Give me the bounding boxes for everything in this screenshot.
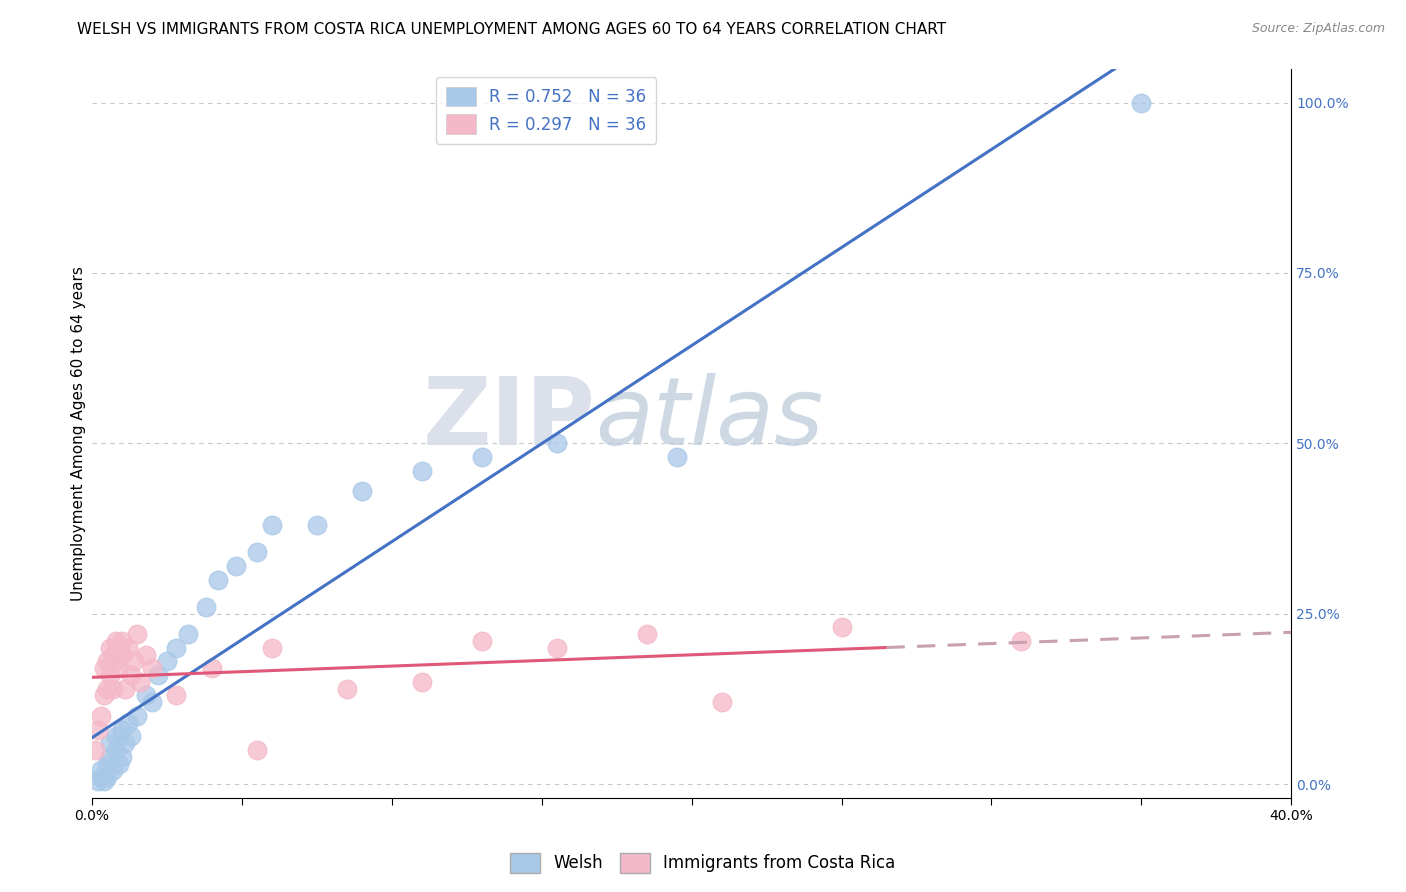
Point <box>260 640 283 655</box>
Y-axis label: Unemployment Among Ages 60 to 64 years: Unemployment Among Ages 60 to 64 years <box>72 266 86 600</box>
Point <box>101 764 124 778</box>
Point <box>165 689 187 703</box>
Point <box>120 668 142 682</box>
Point <box>90 770 112 784</box>
Point <box>146 668 169 682</box>
Point <box>125 627 148 641</box>
Point <box>114 736 136 750</box>
Point <box>107 756 129 771</box>
Point <box>260 518 283 533</box>
Point <box>636 627 658 641</box>
Point <box>665 450 688 464</box>
Point <box>546 436 568 450</box>
Point <box>111 634 134 648</box>
Point <box>350 483 373 498</box>
Point <box>141 695 163 709</box>
Point <box>93 661 115 675</box>
Point <box>98 640 121 655</box>
Point <box>141 661 163 675</box>
Point <box>194 599 217 614</box>
Point <box>201 661 224 675</box>
Point <box>96 681 118 696</box>
Point <box>207 573 229 587</box>
Point <box>83 743 105 757</box>
Point <box>128 674 150 689</box>
Legend: R = 0.752   N = 36, R = 0.297   N = 36: R = 0.752 N = 36, R = 0.297 N = 36 <box>436 77 657 144</box>
Point <box>125 709 148 723</box>
Point <box>107 661 129 675</box>
Point <box>111 648 134 662</box>
Point <box>104 634 127 648</box>
Point <box>1130 95 1153 110</box>
Point <box>710 695 733 709</box>
Point <box>90 764 112 778</box>
Point <box>104 729 127 743</box>
Point <box>114 681 136 696</box>
Point <box>246 545 269 559</box>
Point <box>336 681 359 696</box>
Text: atlas: atlas <box>596 373 824 464</box>
Point <box>96 756 118 771</box>
Point <box>246 743 269 757</box>
Point <box>225 559 247 574</box>
Point <box>111 749 134 764</box>
Point <box>831 620 853 634</box>
Point <box>117 640 139 655</box>
Point <box>411 464 433 478</box>
Point <box>98 668 121 682</box>
Point <box>120 729 142 743</box>
Point <box>156 654 179 668</box>
Point <box>305 518 328 533</box>
Point <box>111 723 134 737</box>
Point <box>104 654 127 668</box>
Point <box>177 627 200 641</box>
Point <box>93 773 115 788</box>
Point <box>117 715 139 730</box>
Point <box>135 689 157 703</box>
Point <box>96 654 118 668</box>
Point <box>98 736 121 750</box>
Text: Source: ZipAtlas.com: Source: ZipAtlas.com <box>1251 22 1385 36</box>
Point <box>101 681 124 696</box>
Text: ZIP: ZIP <box>423 373 596 465</box>
Point <box>98 749 121 764</box>
Point <box>93 689 115 703</box>
Point <box>471 450 494 464</box>
Legend: Welsh, Immigrants from Costa Rica: Welsh, Immigrants from Costa Rica <box>503 847 903 880</box>
Point <box>411 674 433 689</box>
Point <box>135 648 157 662</box>
Point <box>165 640 187 655</box>
Point <box>122 654 145 668</box>
Point <box>471 634 494 648</box>
Point <box>87 723 110 737</box>
Point <box>96 770 118 784</box>
Point <box>90 709 112 723</box>
Point <box>546 640 568 655</box>
Point <box>87 773 110 788</box>
Point <box>1010 634 1032 648</box>
Point <box>101 648 124 662</box>
Point <box>104 743 127 757</box>
Text: WELSH VS IMMIGRANTS FROM COSTA RICA UNEMPLOYMENT AMONG AGES 60 TO 64 YEARS CORRE: WELSH VS IMMIGRANTS FROM COSTA RICA UNEM… <box>77 22 946 37</box>
